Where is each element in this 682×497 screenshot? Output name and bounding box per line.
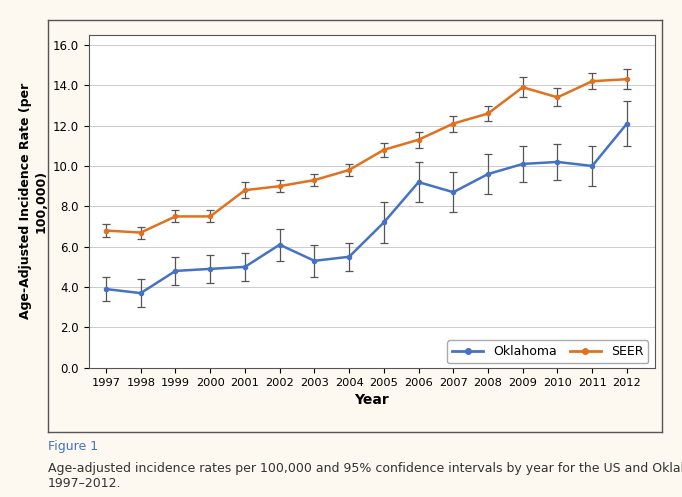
- Legend: Oklahoma, SEER: Oklahoma, SEER: [447, 340, 649, 363]
- Y-axis label: Age-Adjusted Incidence Rate (per
100,000): Age-Adjusted Incidence Rate (per 100,000…: [19, 83, 47, 320]
- X-axis label: Year: Year: [355, 393, 389, 407]
- Text: Figure 1: Figure 1: [48, 440, 98, 453]
- Text: Age-adjusted incidence rates per 100,000 and 95% confidence intervals by year fo: Age-adjusted incidence rates per 100,000…: [48, 462, 682, 490]
